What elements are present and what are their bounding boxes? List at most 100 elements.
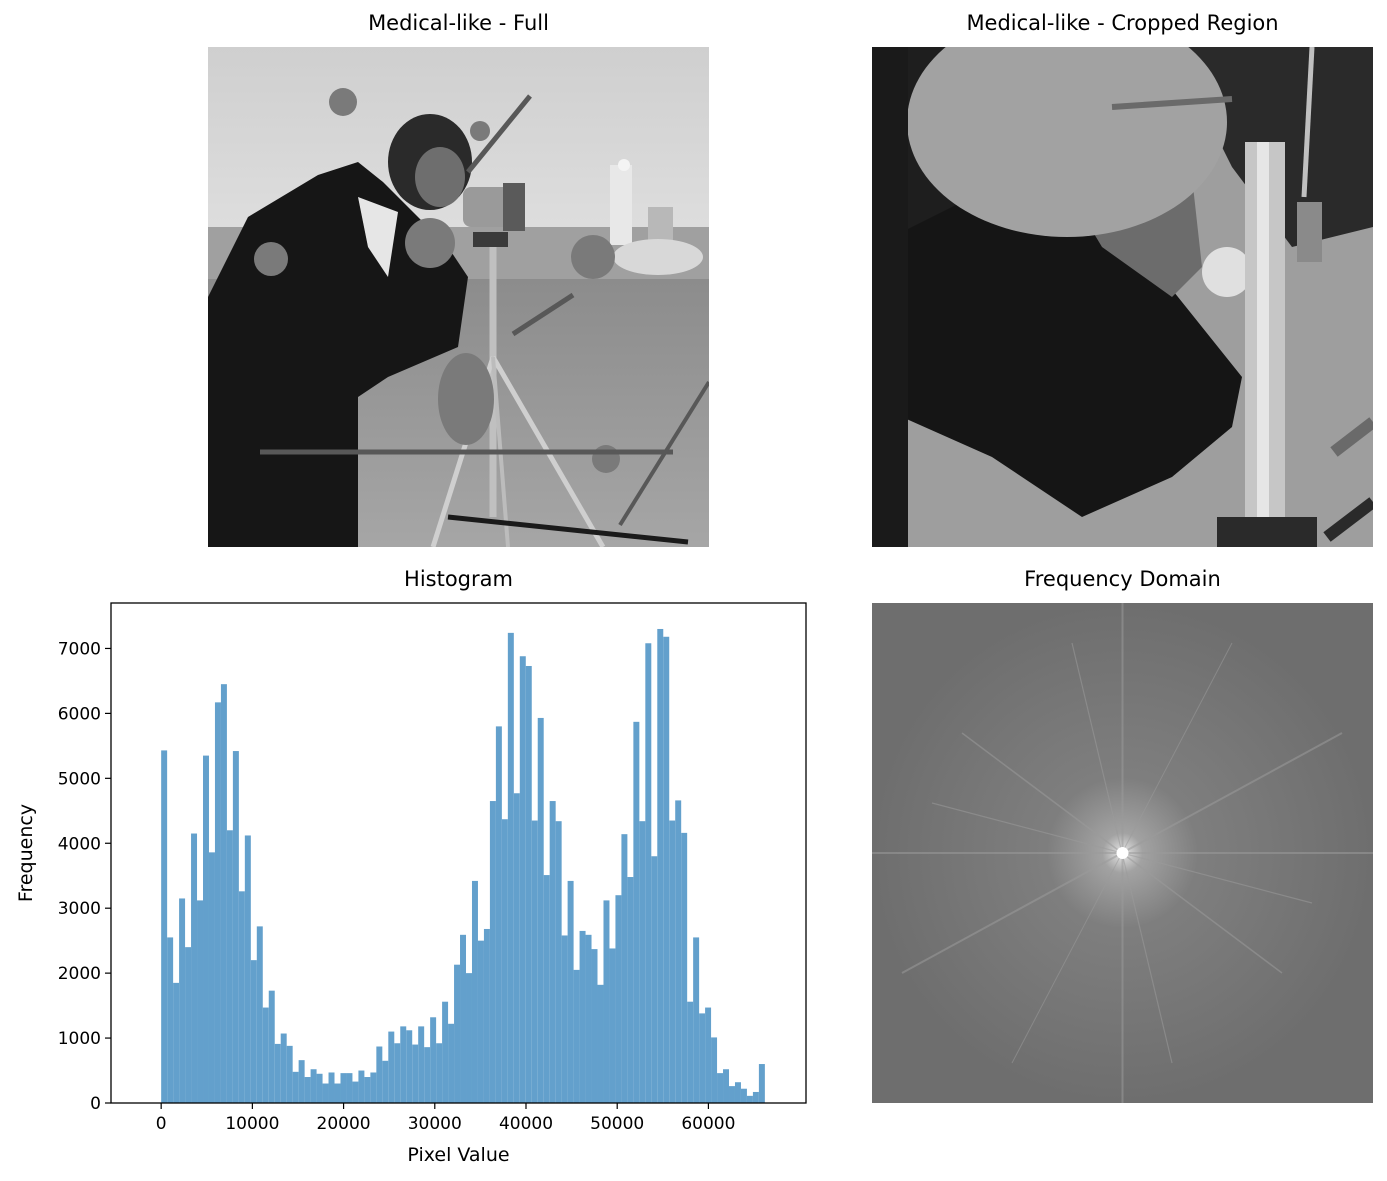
histogram-bar xyxy=(507,632,514,1103)
histogram-bar xyxy=(179,898,186,1103)
y-axis-label: Frequency xyxy=(15,804,37,902)
histogram-bar xyxy=(687,1001,694,1103)
histogram-bar xyxy=(292,1071,299,1103)
cropped-grayscale-image xyxy=(872,47,1373,547)
histogram-bar xyxy=(250,960,257,1103)
histogram-bar xyxy=(167,937,174,1103)
histogram-bar xyxy=(711,1037,718,1103)
y-tick-label: 7000 xyxy=(58,639,101,659)
histogram-bar xyxy=(603,900,610,1103)
y-tick-label: 1000 xyxy=(58,1029,101,1049)
histogram-bar xyxy=(197,900,204,1103)
x-tick-label: 30000 xyxy=(408,1114,462,1134)
histogram-bar xyxy=(280,1033,287,1103)
x-tick-label: 0 xyxy=(156,1114,167,1134)
histogram-bar xyxy=(173,982,180,1103)
frequency-domain-title: Frequency Domain xyxy=(1024,567,1221,591)
histogram-bar xyxy=(262,1007,269,1103)
y-tick-label: 2000 xyxy=(58,964,101,984)
histogram-bar xyxy=(717,1073,724,1103)
histogram-bar xyxy=(382,1060,389,1103)
histogram-bar xyxy=(746,1095,753,1103)
histogram-bar xyxy=(663,636,670,1103)
histogram-bar xyxy=(585,934,592,1103)
x-tick-label: 50000 xyxy=(590,1114,644,1134)
histogram-bar xyxy=(376,1046,383,1103)
histogram-bar xyxy=(501,819,508,1103)
histogram-bar xyxy=(657,628,664,1103)
histogram-bar xyxy=(322,1083,329,1103)
histogram-bar xyxy=(388,1031,395,1103)
histogram-bar xyxy=(645,643,652,1103)
histogram-bar xyxy=(418,1026,425,1103)
histogram-bar xyxy=(304,1077,311,1103)
histogram-bar xyxy=(573,969,580,1103)
histogram-bar xyxy=(758,1064,765,1103)
histogram-bar xyxy=(495,726,502,1103)
histogram-bar xyxy=(734,1082,741,1103)
y-tick-label: 5000 xyxy=(58,769,101,789)
histogram-bar xyxy=(238,891,245,1103)
histogram-bar xyxy=(591,949,598,1103)
histogram-title: Histogram xyxy=(404,567,513,591)
histogram-bar xyxy=(214,702,221,1103)
histogram-bar xyxy=(531,820,538,1103)
x-axis-label: Pixel Value xyxy=(407,1144,509,1166)
histogram-bar xyxy=(705,1007,712,1103)
histogram-bar xyxy=(669,820,676,1103)
y-tick-label: 3000 xyxy=(58,899,101,919)
cropped-image-title: Medical-like - Cropped Region xyxy=(966,11,1279,35)
histogram-bar xyxy=(460,934,467,1103)
histogram-bar xyxy=(752,1091,759,1103)
histogram-bar xyxy=(651,856,658,1103)
histogram-bar xyxy=(358,1070,365,1103)
x-axis-ticks: 0 10000 20000 30000 40000 50000 60000 xyxy=(156,1103,735,1134)
histogram-bar xyxy=(513,793,520,1103)
histogram-bar xyxy=(729,1086,735,1103)
histogram-bar xyxy=(639,821,646,1103)
histogram-bar xyxy=(412,1044,419,1103)
histogram-bar xyxy=(633,721,640,1103)
histogram-bar xyxy=(400,1026,407,1103)
histogram-bar xyxy=(537,717,544,1103)
y-tick-label: 0 xyxy=(90,1094,101,1114)
histogram-bar xyxy=(466,973,472,1103)
y-tick-label: 4000 xyxy=(58,834,101,854)
histogram-bar xyxy=(621,834,628,1103)
histogram-bar xyxy=(364,1077,371,1103)
histogram-bar xyxy=(406,1030,413,1103)
histogram-bar xyxy=(340,1073,347,1103)
histogram-bar xyxy=(232,751,239,1103)
histogram-bar xyxy=(561,935,568,1103)
y-tick-label: 6000 xyxy=(58,704,101,724)
histogram-bar xyxy=(203,755,209,1103)
histogram-bar xyxy=(226,830,233,1103)
histogram-bar xyxy=(310,1069,317,1103)
full-grayscale-image xyxy=(208,47,709,547)
histogram-bar xyxy=(519,656,526,1103)
histogram-bar xyxy=(256,926,263,1103)
histogram-bar xyxy=(274,1043,281,1103)
histogram-bar xyxy=(394,1043,401,1103)
histogram-bar xyxy=(454,964,461,1103)
histogram-bar xyxy=(352,1081,359,1103)
histogram-bar xyxy=(286,1045,293,1103)
histogram-bar xyxy=(268,990,275,1103)
histogram-bar xyxy=(448,1023,455,1103)
histogram-bar xyxy=(191,833,198,1103)
histogram-bar xyxy=(609,948,616,1103)
histogram-bar xyxy=(675,800,682,1103)
histogram-bar xyxy=(549,801,556,1103)
histogram-bar xyxy=(334,1083,341,1103)
histogram-bar xyxy=(316,1073,323,1103)
full-image-title: Medical-like - Full xyxy=(368,11,549,35)
histogram-bar xyxy=(442,1001,449,1103)
histogram-bar xyxy=(489,801,496,1103)
histogram-bar xyxy=(699,1013,706,1103)
histogram-bar xyxy=(693,937,700,1103)
histogram-bar xyxy=(723,1069,730,1103)
histogram-bars xyxy=(161,628,765,1103)
histogram-bar xyxy=(597,984,604,1103)
histogram-bar xyxy=(436,1043,443,1103)
histogram-bar xyxy=(471,880,478,1103)
